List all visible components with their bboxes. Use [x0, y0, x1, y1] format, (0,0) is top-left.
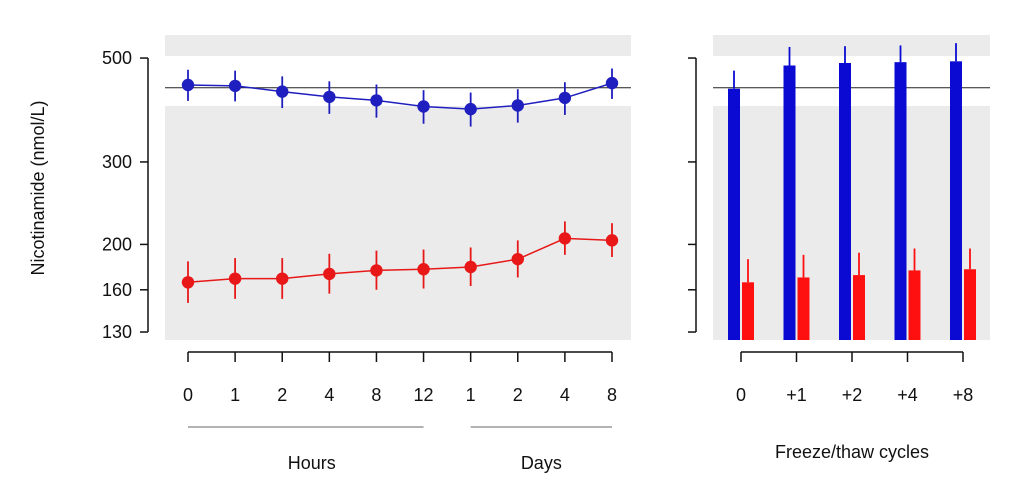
x-tick-label: +8 — [953, 385, 974, 405]
shaded-band — [165, 105, 631, 340]
x-tick-label: 2 — [513, 385, 523, 405]
data-point — [605, 234, 619, 247]
data-point — [276, 85, 289, 98]
y-tick-label: 200 — [102, 234, 132, 254]
x-group-label: Hours — [288, 453, 336, 473]
data-point — [370, 94, 383, 107]
series-line — [187, 237, 613, 284]
x-tick-label: 1 — [466, 385, 476, 405]
shaded-band — [713, 35, 990, 57]
data-point — [464, 102, 477, 116]
x-tick-label: 8 — [371, 385, 381, 405]
data-point — [228, 272, 242, 285]
data-point — [323, 90, 336, 104]
y-tick-label: 300 — [102, 152, 132, 172]
data-point — [605, 76, 619, 90]
x-tick-label: 0 — [736, 385, 746, 405]
bar — [950, 61, 962, 340]
bar — [853, 275, 865, 340]
series-0 — [728, 43, 962, 341]
shaded-band — [713, 105, 990, 340]
x-axis-title: Freeze/thaw cycles — [775, 442, 929, 462]
x-tick-label: 4 — [324, 385, 334, 405]
bar — [783, 65, 796, 341]
bar — [908, 270, 921, 340]
data-point — [323, 267, 336, 281]
y-axis-title: Nicotinamide (nmol/L) — [28, 100, 48, 275]
x-tick-label: +1 — [786, 385, 807, 405]
x-tick-label: +4 — [897, 385, 918, 405]
bar — [797, 277, 810, 340]
bar — [742, 282, 754, 340]
data-point — [558, 91, 572, 105]
y-tick-label: 160 — [102, 280, 132, 300]
data-point — [417, 100, 430, 113]
shaded-band — [165, 35, 631, 57]
bar — [728, 88, 740, 340]
data-point — [511, 99, 524, 112]
data-point — [228, 79, 242, 93]
series-0 — [181, 68, 619, 127]
x-tick-label: 4 — [560, 385, 570, 405]
data-point — [370, 264, 383, 277]
data-point — [417, 263, 430, 276]
bar — [894, 62, 907, 341]
x-tick-label: 1 — [230, 385, 240, 405]
series-1 — [742, 248, 976, 340]
bar — [964, 269, 976, 340]
x-tick-label: 0 — [183, 385, 193, 405]
x-tick-label: 12 — [414, 385, 434, 405]
data-point — [181, 276, 195, 289]
series-1 — [181, 221, 619, 303]
data-point — [511, 252, 524, 266]
data-point — [464, 260, 477, 274]
y-tick-label: 130 — [102, 322, 132, 342]
x-group-label: Days — [521, 453, 562, 473]
x-tick-label: +2 — [842, 385, 863, 405]
chart-panel-1: 0 +1 +2 +4 +8 Freeze/thaw cycles — [688, 35, 990, 462]
series-line — [187, 82, 613, 110]
bar — [839, 62, 851, 340]
data-point — [558, 232, 572, 245]
x-tick-label: 8 — [607, 385, 617, 405]
x-tick-label: 2 — [277, 385, 287, 405]
y-tick-label: 500 — [102, 48, 132, 68]
data-point — [181, 78, 195, 92]
data-point — [276, 272, 289, 285]
